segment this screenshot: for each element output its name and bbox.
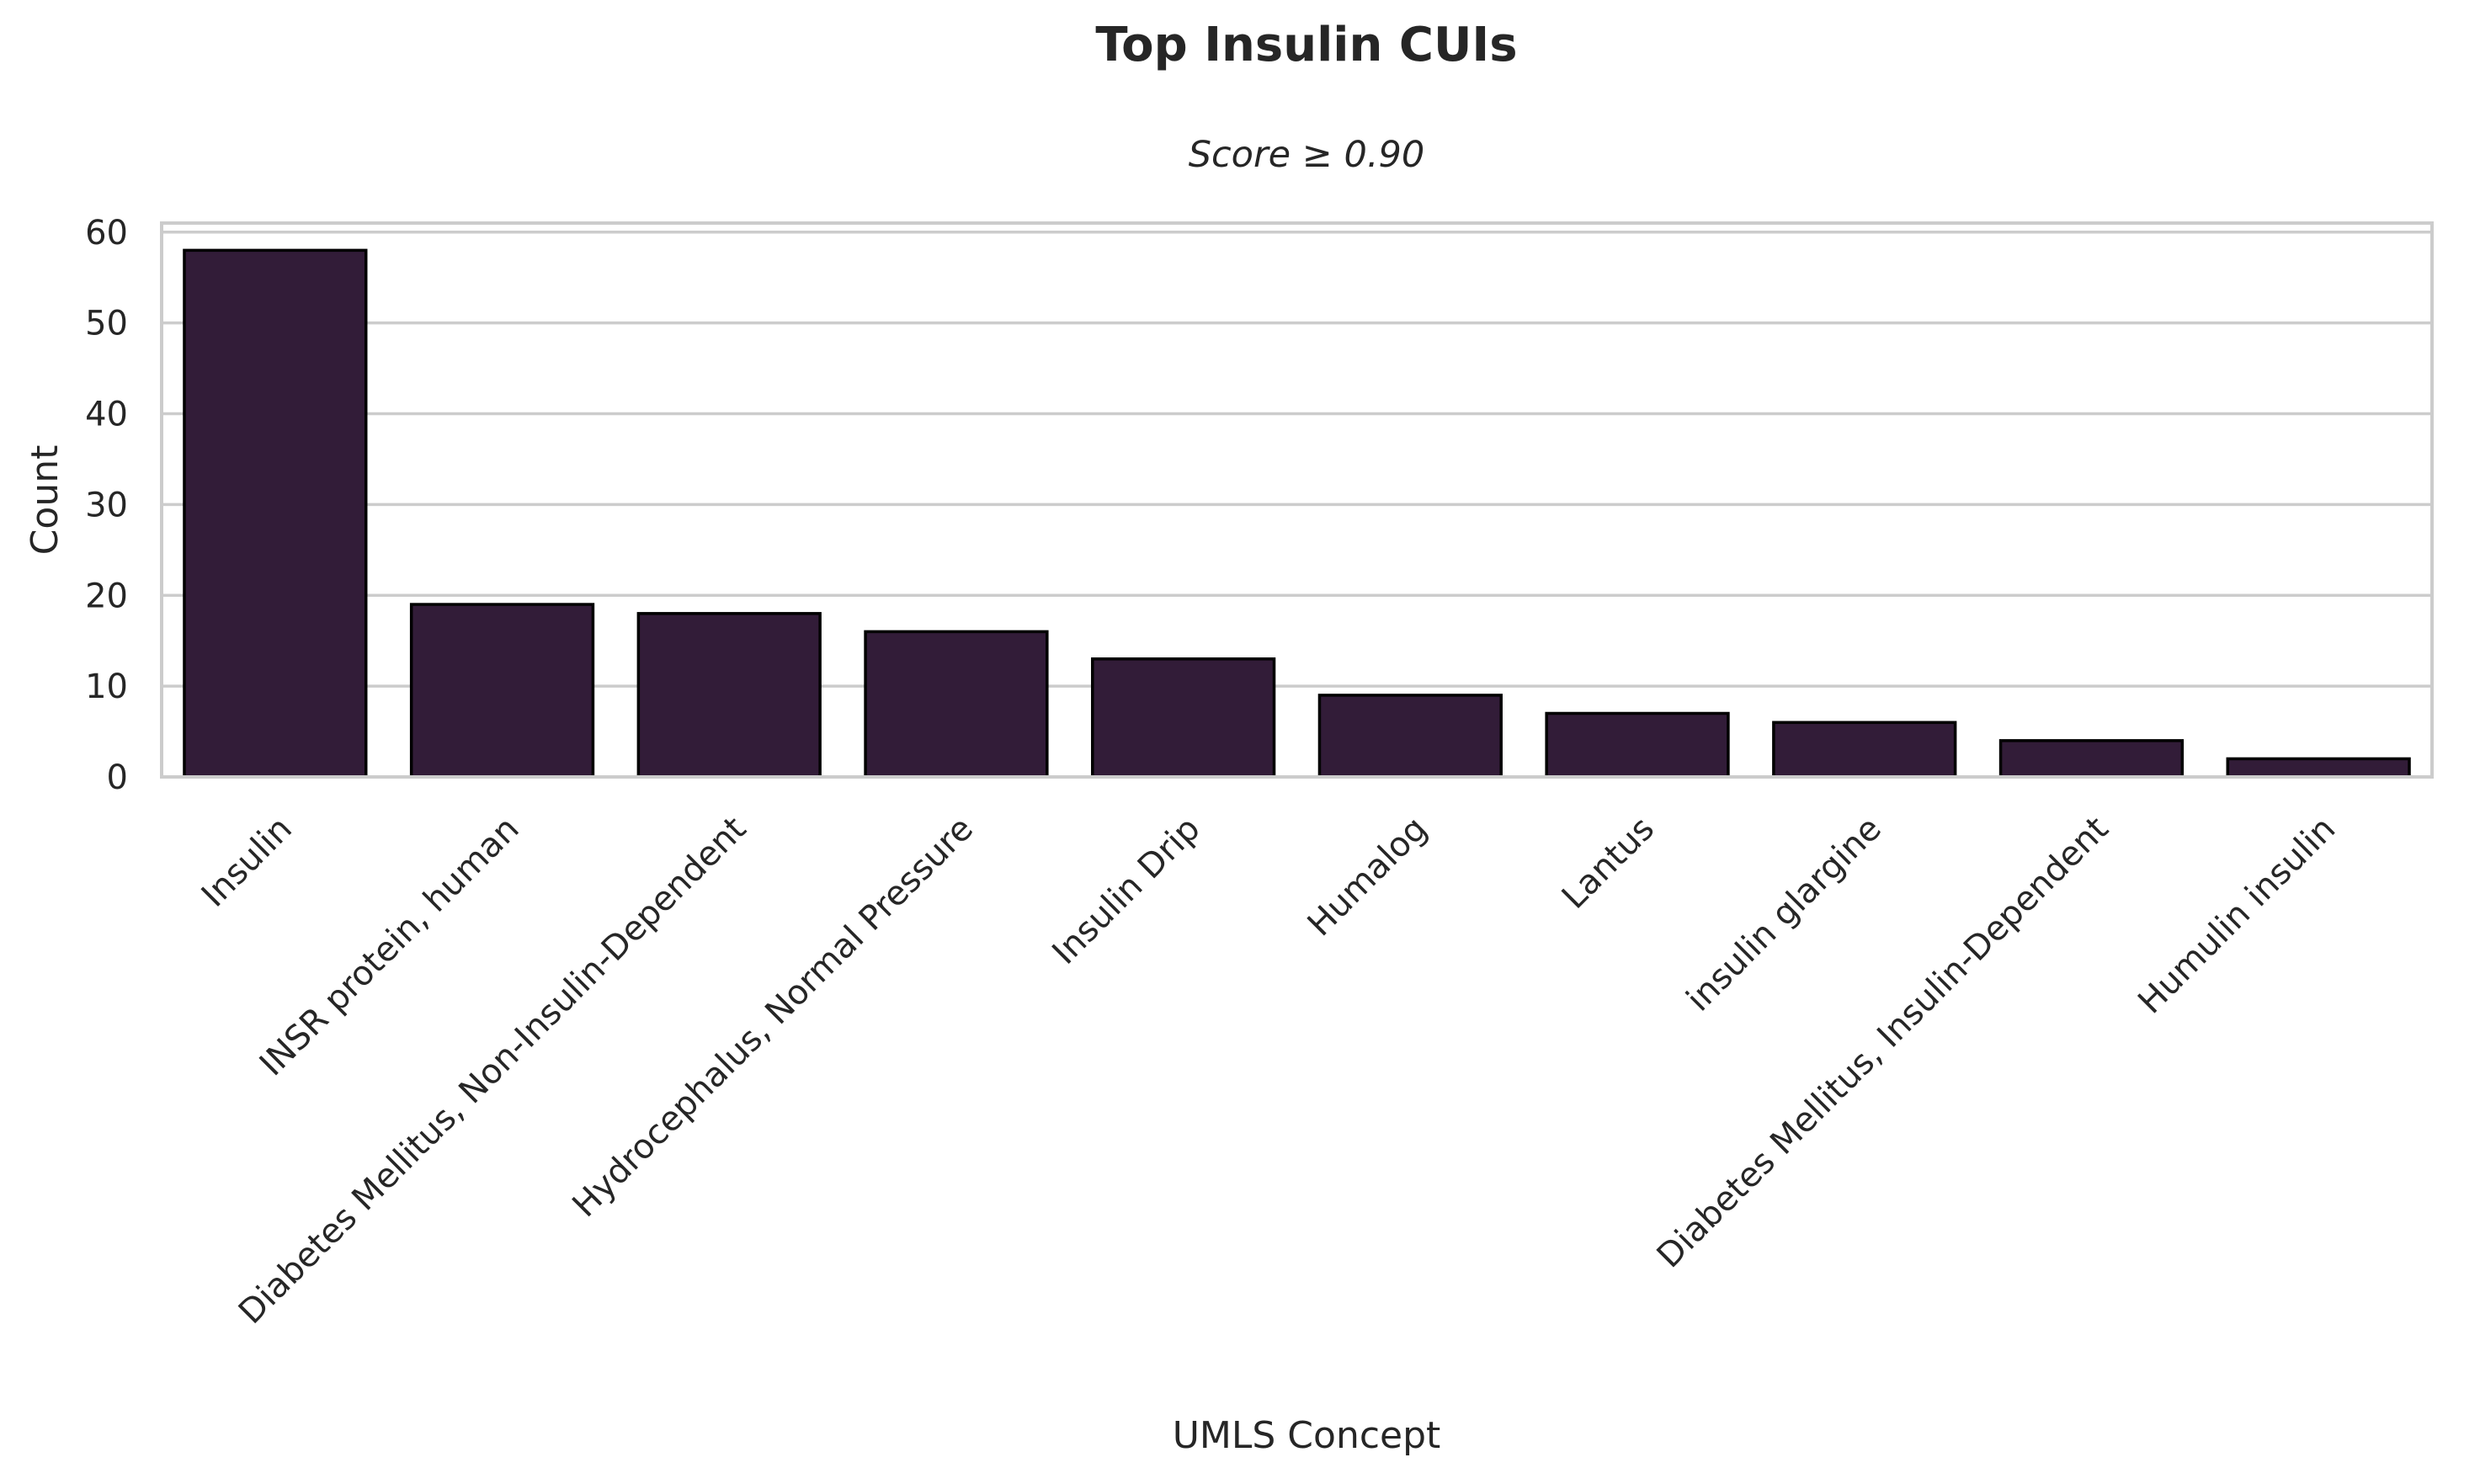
chart-title: Top Insulin CUIs: [1095, 18, 1517, 72]
x-tick-label: Diabetes Mellitus, Non-Insulin-Dependent: [232, 810, 753, 1332]
x-axis-label: UMLS Concept: [1173, 1414, 1441, 1457]
bar: [1091, 657, 1276, 779]
y-axis-label: Count: [24, 445, 67, 556]
y-tick-label: 50: [85, 305, 128, 343]
x-tick-label: Humulin insulin: [2131, 810, 2343, 1022]
y-tick-label: 60: [85, 214, 128, 253]
x-tick-label: Diabetes Mellitus, Insulin-Dependent: [1650, 810, 2116, 1276]
bar: [2226, 757, 2411, 779]
bars: [183, 248, 2411, 779]
y-tick-label: 40: [85, 396, 128, 434]
bar: [409, 603, 595, 779]
y-tick-label: 20: [85, 577, 128, 615]
bar: [183, 248, 368, 779]
y-tick-label: 0: [107, 758, 128, 797]
plot-frame: [160, 221, 2434, 779]
bar: [1772, 721, 1957, 779]
chart-subtitle: Score ≥ 0.90: [1189, 134, 1425, 176]
bar: [636, 612, 822, 779]
x-tick-label: Lantus: [1555, 810, 1662, 917]
x-tick-label: Hydrocephalus, Normal Pressure: [565, 810, 981, 1226]
y-axis-ticks: 0 10 20 30 40 50 60: [85, 214, 128, 797]
x-tick-label: insulin glargine: [1679, 810, 1889, 1019]
y-tick-label: 10: [85, 668, 128, 706]
x-tick-label: Insulin: [194, 810, 300, 915]
bar: [864, 630, 1049, 779]
x-tick-label: INSR protein, human: [253, 810, 527, 1084]
bar: [1998, 739, 2185, 779]
x-tick-label: Insulin Drip: [1045, 810, 1207, 972]
bar: [1545, 711, 1730, 779]
bar: [1317, 694, 1503, 779]
y-tick-label: 30: [85, 486, 128, 524]
x-tick-label: Humalog: [1301, 810, 1435, 944]
